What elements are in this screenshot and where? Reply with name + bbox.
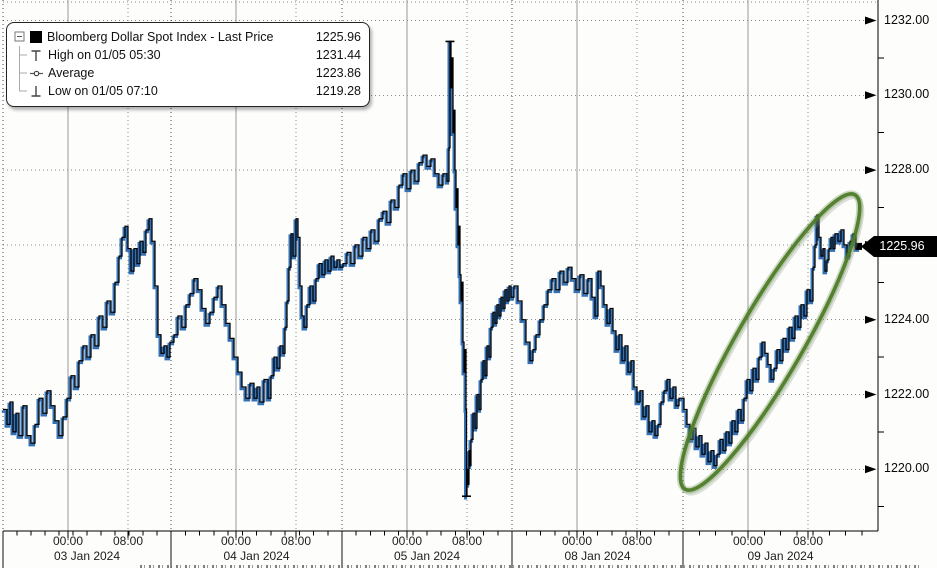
last-point-marker [855,242,862,250]
high-marker-icon [29,48,44,63]
low-value: 1219.28 [315,84,361,98]
y-tick-arrow-icon [865,315,877,324]
y-axis-label: 1222.00 [884,386,930,401]
tree-branch-end-icon [13,82,29,100]
trend-annotation-ellipse [678,192,862,492]
low-marker-icon [29,84,44,99]
tree-branch-icon [13,64,29,82]
series-color-swatch [30,31,42,43]
time-label: 08:00 [451,534,483,548]
last-price-badge: 1225.96 [861,236,937,257]
legend-low-row[interactable]: Low on 01/05 07:10 1219.28 [13,82,361,100]
trend-annotation-glow [676,190,864,494]
time-label: 00:00 [732,534,764,548]
legend-average-row[interactable]: Average 1223.86 [13,64,361,82]
cropped-footer-text [140,565,920,568]
y-tick-arrow-icon [865,91,877,100]
price-line-blue [1,42,860,500]
time-label: 00:00 [561,534,593,548]
legend-box[interactable]: Bloomberg Dollar Spot Index - Last Price… [6,22,370,107]
time-label: 08:00 [280,534,312,548]
time-label: 08:00 [792,534,824,548]
high-label: High on 01/05 05:30 [48,48,161,62]
legend-series-row[interactable]: Bloomberg Dollar Spot Index - Last Price… [13,28,361,46]
trend-annotation-shadow [679,194,865,496]
date-label: 08 Jan 2024 [564,549,631,563]
y-axis-label: 1224.00 [884,311,930,326]
y-tick-arrow-icon [865,166,877,175]
tree-collapse-icon[interactable] [13,30,27,44]
average-marker-icon [29,66,44,81]
average-label: Average [48,66,95,80]
y-axis-label: 1220.00 [884,461,930,476]
time-label: 00:00 [391,534,423,548]
date-label: 03 Jan 2024 [53,549,121,563]
series-label: Bloomberg Dollar Spot Index - Last Price [47,30,274,44]
y-tick-arrow-icon [865,16,877,25]
average-value: 1223.86 [315,66,361,80]
y-axis-label: 1230.00 [884,87,930,102]
price-line [3,40,860,497]
y-tick-arrow-icon [865,465,877,474]
y-axis-label: 1232.00 [884,12,930,27]
high-value: 1231.44 [315,48,361,62]
legend-high-row[interactable]: High on 01/05 05:30 1231.44 [13,46,361,64]
date-label: 04 Jan 2024 [223,549,290,563]
time-label: 00:00 [52,534,84,548]
date-label: 09 Jan 2024 [747,549,814,563]
tree-branch-icon [13,46,29,64]
y-tick-arrow-icon [865,390,877,399]
date-label: 05 Jan 2024 [393,549,461,563]
time-label: 08:00 [621,534,653,548]
y-axis-label: 1228.00 [884,162,930,177]
time-label: 08:00 [112,534,144,548]
series-last-value: 1225.96 [315,30,361,44]
low-label: Low on 01/05 07:10 [48,84,158,98]
time-label: 00:00 [220,534,252,548]
